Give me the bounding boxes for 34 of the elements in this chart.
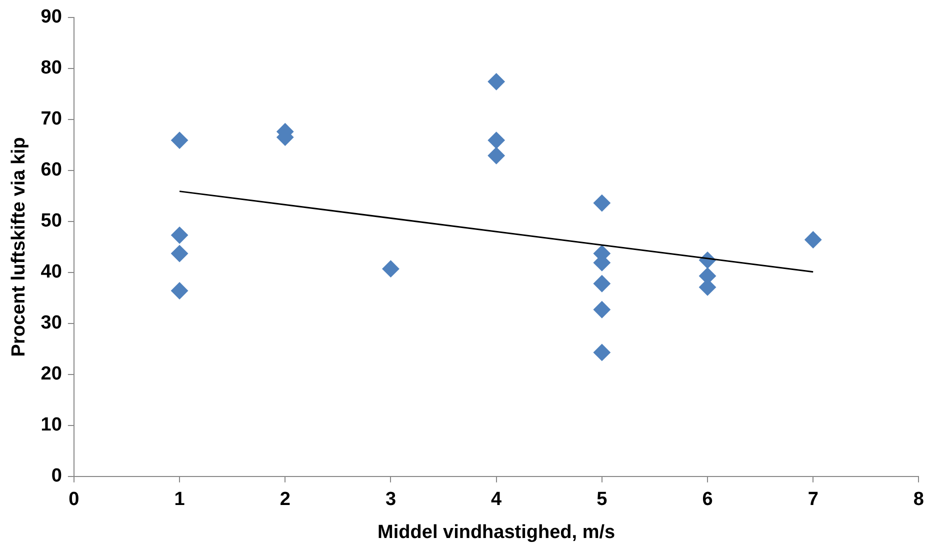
point bbox=[593, 194, 610, 212]
point bbox=[488, 147, 505, 164]
x-tick-label: 5 bbox=[596, 489, 608, 510]
point bbox=[171, 226, 188, 244]
x-axis-title: Middel vindhastighed, m/s bbox=[378, 522, 616, 543]
point bbox=[593, 275, 610, 292]
x-tick-label: 7 bbox=[808, 489, 818, 510]
point bbox=[488, 132, 505, 149]
y-tick-label: 60 bbox=[40, 160, 62, 181]
x-tick-label: 4 bbox=[491, 489, 502, 510]
point bbox=[171, 245, 188, 262]
x-tick-label: 1 bbox=[174, 489, 186, 510]
x-tick-label: 2 bbox=[280, 489, 290, 510]
point bbox=[804, 231, 822, 248]
y-tick-label: 20 bbox=[40, 364, 62, 385]
x-tick-label: 3 bbox=[385, 489, 396, 510]
y-tick-label: 50 bbox=[40, 210, 62, 232]
point bbox=[382, 260, 400, 278]
y-tick-label: 40 bbox=[40, 262, 62, 283]
y-axis-title: Procent luftskifte via kip bbox=[8, 137, 30, 357]
point bbox=[593, 301, 610, 318]
y-tick-label: 80 bbox=[40, 58, 62, 79]
y-tick-label: 30 bbox=[40, 312, 62, 334]
y-tick-label: 10 bbox=[40, 414, 62, 436]
x-tick-label: 6 bbox=[702, 489, 713, 510]
y-tick-label: 70 bbox=[40, 108, 62, 130]
point bbox=[593, 344, 610, 361]
x-tick-label: 8 bbox=[913, 489, 924, 510]
point bbox=[171, 282, 188, 300]
point bbox=[171, 132, 188, 149]
y-tick-label: 0 bbox=[51, 466, 62, 487]
y-tick-label: 90 bbox=[40, 6, 62, 28]
x-tick-label: 0 bbox=[68, 489, 80, 510]
point bbox=[488, 73, 505, 90]
